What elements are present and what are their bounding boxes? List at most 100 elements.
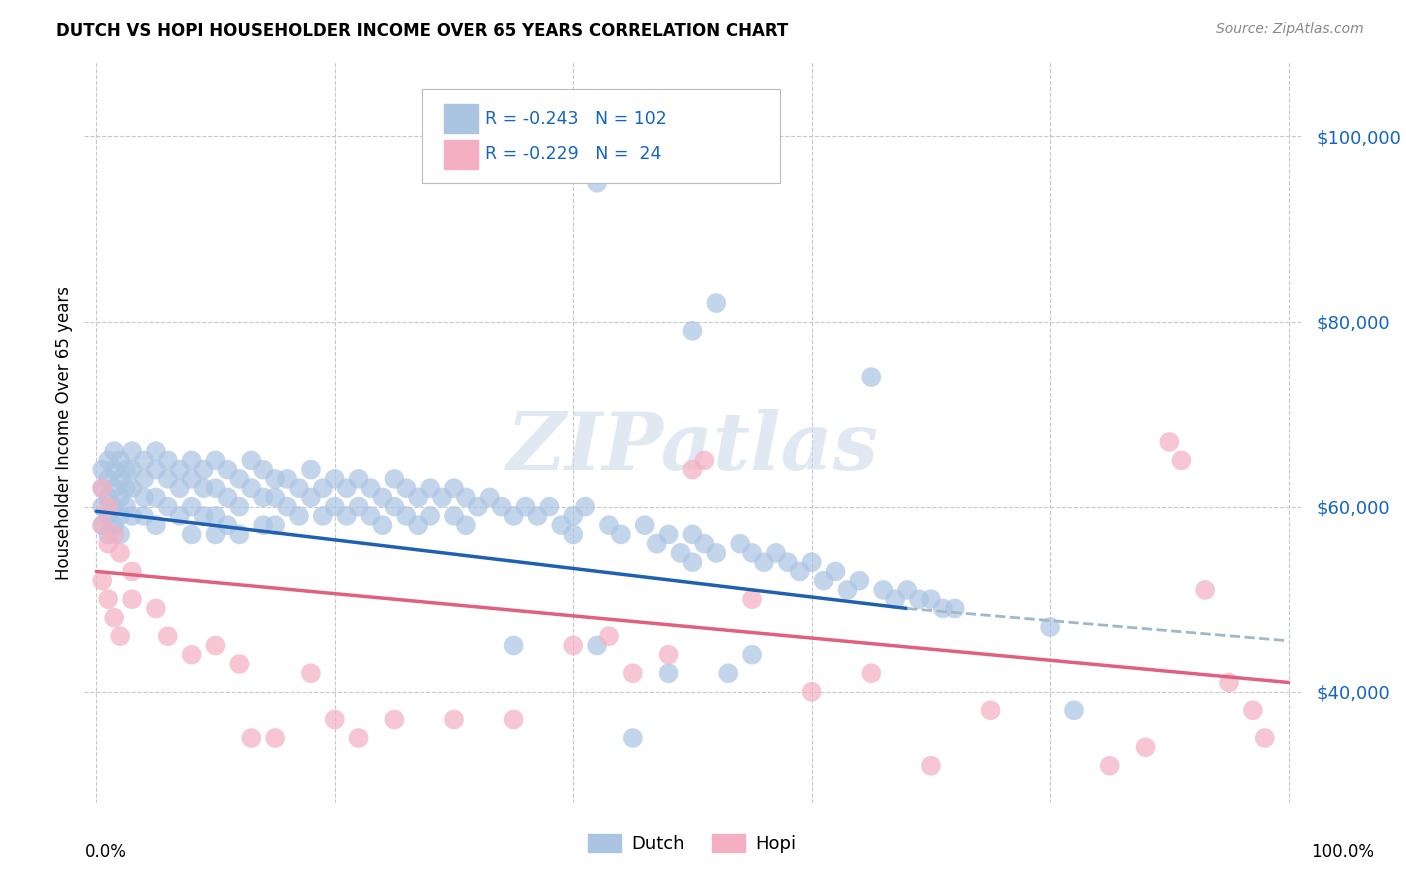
Point: [610, 527, 633, 541]
Point: [419, 508, 441, 523]
Point: [121, 592, 143, 607]
Point: [776, 555, 799, 569]
Point: [97, 527, 120, 541]
Point: [741, 546, 763, 560]
Point: [121, 508, 143, 523]
Point: [108, 527, 131, 541]
Point: [103, 518, 125, 533]
Point: [103, 462, 125, 476]
Point: [97, 536, 120, 550]
Point: [800, 685, 823, 699]
Point: [108, 472, 131, 486]
Point: [621, 666, 644, 681]
Point: [478, 491, 501, 505]
Point: [193, 508, 215, 523]
Point: [360, 481, 382, 495]
Point: [121, 565, 143, 579]
Text: DUTCH VS HOPI HOUSEHOLDER INCOME OVER 65 YEARS CORRELATION CHART: DUTCH VS HOPI HOUSEHOLDER INCOME OVER 65…: [56, 22, 789, 40]
Point: [108, 546, 131, 560]
Point: [1063, 703, 1085, 717]
Point: [502, 639, 524, 653]
Point: [658, 648, 681, 662]
Point: [1039, 620, 1062, 634]
Point: [252, 491, 274, 505]
Point: [252, 518, 274, 533]
Point: [1159, 434, 1181, 449]
Point: [103, 481, 125, 495]
Point: [562, 508, 585, 523]
Point: [264, 472, 287, 486]
Point: [526, 508, 548, 523]
Point: [347, 731, 370, 745]
Point: [217, 518, 239, 533]
Point: [169, 481, 191, 495]
Point: [395, 481, 418, 495]
Point: [382, 472, 405, 486]
Point: [145, 491, 167, 505]
Point: [1194, 582, 1216, 597]
Point: [323, 500, 346, 514]
Point: [97, 453, 120, 467]
Text: R = -0.229   N =  24: R = -0.229 N = 24: [485, 145, 661, 163]
Point: [180, 527, 202, 541]
Point: [228, 500, 250, 514]
Point: [728, 536, 751, 550]
Point: [538, 500, 561, 514]
Point: [454, 491, 477, 505]
Point: [681, 527, 703, 541]
Point: [204, 508, 226, 523]
Point: [240, 731, 263, 745]
Point: [347, 500, 370, 514]
Point: [299, 491, 322, 505]
Point: [97, 500, 120, 514]
Point: [180, 453, 202, 467]
Point: [145, 462, 167, 476]
Point: [312, 508, 335, 523]
Point: [502, 508, 524, 523]
Point: [91, 481, 114, 495]
Point: [193, 481, 215, 495]
Point: [97, 472, 120, 486]
Text: 100.0%: 100.0%: [1312, 843, 1374, 861]
Point: [103, 444, 125, 458]
Point: [180, 500, 202, 514]
Point: [824, 565, 846, 579]
Point: [443, 481, 465, 495]
Point: [204, 481, 226, 495]
Point: [228, 527, 250, 541]
Point: [419, 481, 441, 495]
Point: [299, 666, 322, 681]
Point: [115, 500, 138, 514]
Point: [467, 500, 489, 514]
Point: [1135, 740, 1157, 755]
Point: [323, 713, 346, 727]
Point: [156, 629, 179, 643]
Point: [121, 462, 143, 476]
Point: [658, 666, 681, 681]
Point: [980, 703, 1002, 717]
Point: [156, 500, 179, 514]
Point: [634, 518, 657, 533]
Point: [752, 555, 775, 569]
Point: [299, 462, 322, 476]
Point: [920, 592, 942, 607]
Point: [323, 472, 346, 486]
Point: [132, 472, 155, 486]
Point: [180, 472, 202, 486]
Point: [252, 462, 274, 476]
Point: [240, 453, 263, 467]
Point: [132, 453, 155, 467]
Point: [598, 629, 620, 643]
Point: [765, 546, 787, 560]
Point: [91, 481, 114, 495]
Point: [454, 518, 477, 533]
Point: [371, 518, 394, 533]
Point: [896, 582, 918, 597]
Point: [658, 527, 681, 541]
Point: [132, 508, 155, 523]
Point: [860, 370, 883, 384]
Point: [645, 536, 668, 550]
Point: [312, 481, 335, 495]
Point: [103, 527, 125, 541]
Point: [264, 518, 287, 533]
